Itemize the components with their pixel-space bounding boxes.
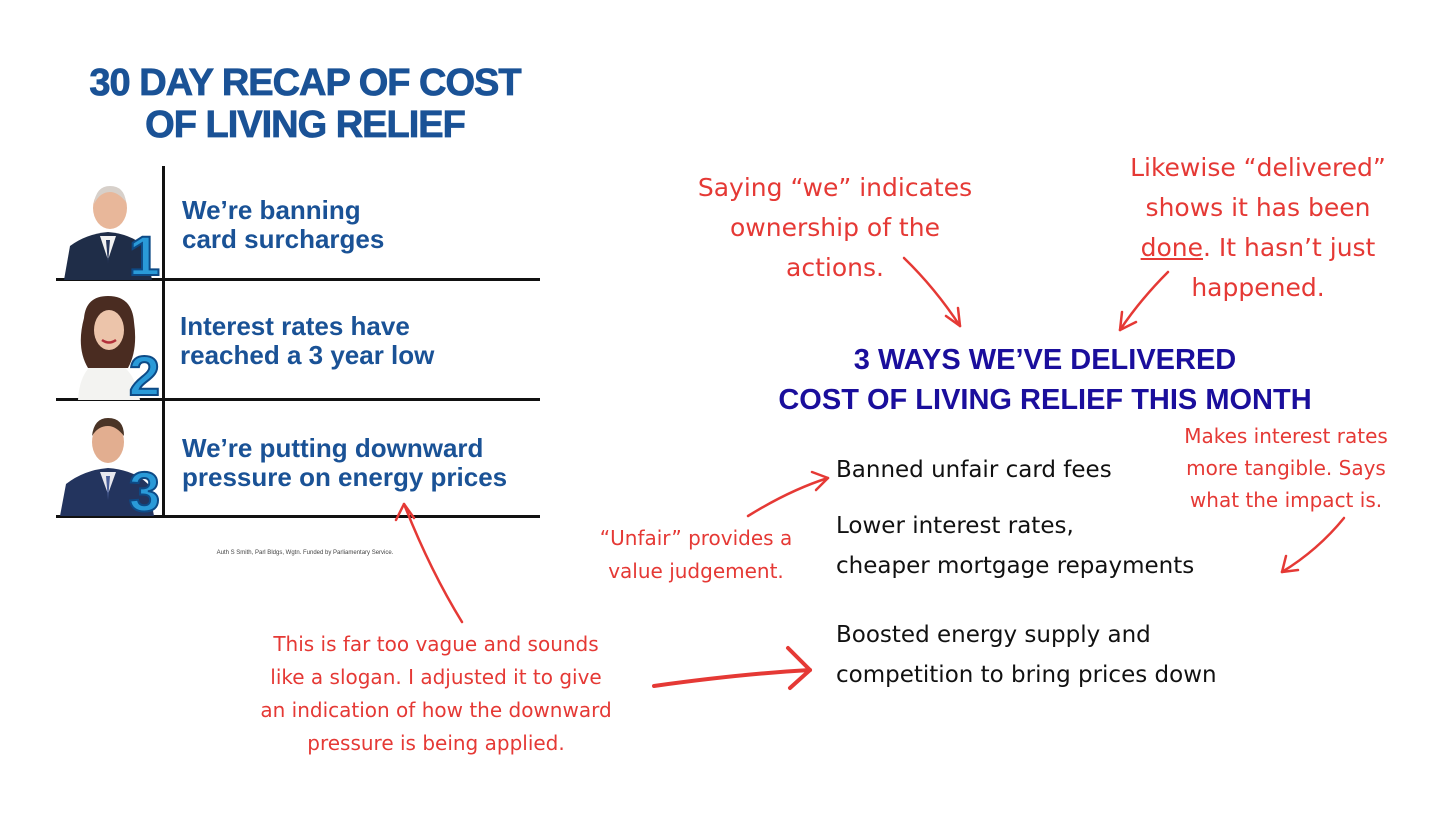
arrow-interest-head — [1280, 554, 1300, 574]
rewrite-item-3-line2: competition to bring prices down — [836, 662, 1217, 688]
row-number-1: 1 — [128, 224, 161, 281]
annotation-interest-line1: Makes interest rates — [1184, 424, 1388, 448]
poster-title: 30 DAY RECAP OF COST OF LIVING RELIEF — [40, 62, 570, 147]
annotation-delivered-line4: happened. — [1191, 273, 1325, 302]
rewrite-item-3: Boosted energy supply and competition to… — [836, 615, 1217, 695]
rewrite-item-2-line2: cheaper mortgage repayments — [836, 553, 1195, 579]
annotation-vague: This is far too vague and sounds like a … — [216, 628, 656, 760]
annotation-interest: Makes interest rates more tangible. Says… — [1156, 420, 1416, 516]
annotation-vague-line3: an indication of how the downward — [260, 698, 612, 722]
poster-row-2-line1: Interest rates have — [180, 311, 410, 341]
poster-divider-vertical — [162, 166, 165, 518]
rewrite-title: 3 WAYS WE’VE DELIVERED COST OF LIVING RE… — [700, 340, 1390, 420]
rewrite-item-1-line1: Banned unfair card fees — [836, 457, 1112, 483]
row-number-3: 3 — [128, 460, 161, 517]
poster-title-line2: OF LIVING RELIEF — [145, 104, 466, 147]
rewrite-item-2: Lower interest rates, cheaper mortgage r… — [836, 506, 1194, 586]
politician-photo-1: 1 — [56, 168, 162, 280]
annotation-delivered-underlined-word: done — [1140, 233, 1203, 262]
row-number-2: 2 — [128, 344, 161, 401]
arrow-we-head — [944, 306, 962, 328]
arrow-vague-rewrite — [652, 668, 812, 688]
poster-authorisation-footer: Auth S Smith, Parl Bldgs, Wgtn. Funded b… — [216, 550, 394, 556]
annotation-interest-line2: more tangible. Says — [1186, 456, 1386, 480]
poster-divider-row1 — [56, 278, 540, 281]
annotation-we-line3: actions. — [786, 253, 884, 282]
arrow-vague-poster — [402, 502, 464, 624]
rewrite-title-line1: 3 WAYS WE’VE DELIVERED — [853, 344, 1237, 376]
arrow-delivered — [1118, 270, 1170, 332]
arrow-delivered-head — [1118, 310, 1138, 332]
poster-row-3-text: We’re putting downward pressure on energ… — [182, 434, 507, 492]
arrow-interest — [1280, 516, 1346, 574]
annotation-unfair: “Unfair” provides a value judgement. — [574, 522, 818, 588]
arrow-vague-rewrite-head — [786, 646, 812, 690]
poster-row-2-line2: reached a 3 year low — [180, 340, 435, 370]
poster-row-3-line1: We’re putting downward — [182, 433, 484, 463]
annotation-unfair-line1: “Unfair” provides a — [599, 526, 793, 550]
poster-row-1-text: We’re banning card surcharges — [182, 196, 384, 254]
annotation-interest-line3: what the impact is. — [1189, 488, 1383, 512]
annotation-delivered-line3-rest: . It hasn’t just — [1203, 233, 1376, 262]
annotation-we: Saying “we” indicates ownership of the a… — [660, 168, 1010, 288]
arrow-we — [902, 256, 962, 328]
annotation-delivered-line1: Likewise “delivered” — [1130, 153, 1386, 182]
annotation-delivered: Likewise “delivered” shows it has been d… — [1090, 148, 1426, 308]
annotation-we-line1: Saying “we” indicates — [697, 173, 973, 202]
annotation-delivered-line3: done. It hasn’t just — [1090, 228, 1426, 268]
rewrite-item-3-line1: Boosted energy supply and — [836, 622, 1151, 648]
poster-row-1-line2: card surcharges — [182, 224, 385, 254]
poster-divider-row3 — [56, 515, 540, 518]
rewrite-title-line2: COST OF LIVING RELIEF THIS MONTH — [778, 384, 1312, 416]
rewrite-item-1: Banned unfair card fees — [836, 450, 1112, 490]
politician-photo-3: 3 — [56, 404, 162, 516]
annotation-vague-line2: like a slogan. I adjusted it to give — [270, 665, 602, 689]
rewrite-item-2-line1: Lower interest rates, — [836, 513, 1074, 539]
annotation-unfair-line2: value judgement. — [608, 559, 784, 583]
poster-row-3-line2: pressure on energy prices — [182, 462, 508, 492]
poster-row-2-text: Interest rates have reached a 3 year low — [180, 312, 434, 370]
poster-title-line1: 30 DAY RECAP OF COST — [89, 62, 522, 105]
arrow-unfair — [746, 476, 830, 518]
arrow-vague-poster-head — [394, 502, 416, 522]
annotation-we-line2: ownership of the — [730, 213, 940, 242]
poster-divider-row2 — [56, 398, 540, 401]
annotation-vague-line4: pressure is being applied. — [307, 731, 565, 755]
arrow-unfair-head — [810, 470, 830, 492]
annotation-vague-line1: This is far too vague and sounds — [273, 632, 599, 656]
politician-photo-2: 2 — [56, 288, 162, 400]
poster-row-1-line1: We’re banning — [182, 195, 361, 225]
annotation-delivered-line2: shows it has been — [1145, 193, 1371, 222]
